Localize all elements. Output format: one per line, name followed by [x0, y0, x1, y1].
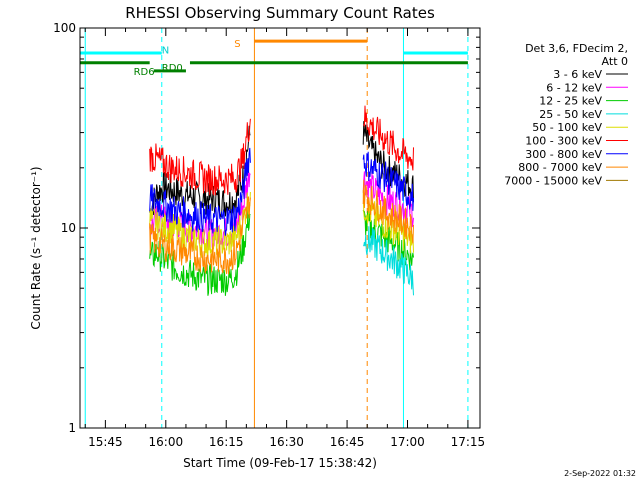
- legend-label-6: 300 - 800 keV: [525, 148, 602, 161]
- legend-label-2: 12 - 25 keV: [539, 95, 602, 108]
- footer-timestamp: 2-Sep-2022 01:32: [564, 469, 636, 478]
- series-trace-2-1: [362, 209, 414, 271]
- plot-area: RD6 RD0 N S: [80, 28, 469, 428]
- legend-header-0: Det 3,6, FDecim 2,: [525, 42, 628, 55]
- series-trace-4-0: [149, 191, 251, 258]
- legend-label-5: 100 - 300 keV: [525, 135, 602, 148]
- series-trace-6-0: [149, 147, 251, 236]
- chart-title: RHESSI Observing Summary Count Rates: [125, 4, 435, 22]
- x-tick-label-6: 17:15: [451, 435, 486, 449]
- axes: 15:45 16:00 16:15 16:30 16:45 17:00 17:15 1 10 10…: [53, 21, 485, 449]
- legend-header-1: Att 0: [602, 55, 628, 68]
- series-trace-6-1: [362, 151, 414, 211]
- x-tick-label-2: 16:15: [209, 435, 244, 449]
- series-trace-0-0: [149, 125, 251, 221]
- x-tick-label-4: 16:45: [330, 435, 365, 449]
- legend-label-4: 50 - 100 keV: [532, 121, 602, 134]
- x-tick-label-5: 17:00: [390, 435, 425, 449]
- y-tick-label-1: 10: [61, 221, 76, 235]
- legend-label-8: 7000 - 15000 keV: [504, 174, 602, 187]
- legend-label-1: 6 - 12 keV: [546, 81, 602, 94]
- legend-label-0: 3 - 6 keV: [553, 68, 602, 81]
- x-tick-label-0: 15:45: [88, 435, 123, 449]
- y-axis-label: Count Rate (s⁻¹ detector⁻¹): [29, 166, 43, 329]
- x-tick-label-3: 16:30: [269, 435, 304, 449]
- series-trace-7-1: [362, 179, 414, 244]
- y-tick-label-2: 100: [53, 21, 76, 35]
- series-trace-3-0: [363, 226, 414, 296]
- flag-label-rd0: RD0: [162, 63, 183, 74]
- series-trace-5-1: [362, 105, 414, 171]
- x-axis-label: Start Time (09-Feb-17 15:38:42): [183, 456, 377, 470]
- legend-label-3: 25 - 50 keV: [539, 108, 602, 121]
- flag-label-rd6: RD6: [134, 67, 155, 78]
- y-tick-label-0: 1: [68, 421, 76, 435]
- flag-label-n: N: [162, 46, 169, 57]
- flag-label-s: S: [234, 39, 240, 50]
- series-trace-5-0: [149, 118, 251, 196]
- x-tick-label-1: 16:00: [149, 435, 184, 449]
- series-trace-7-0: [149, 196, 251, 275]
- legend-label-7: 800 - 7000 keV: [518, 161, 602, 174]
